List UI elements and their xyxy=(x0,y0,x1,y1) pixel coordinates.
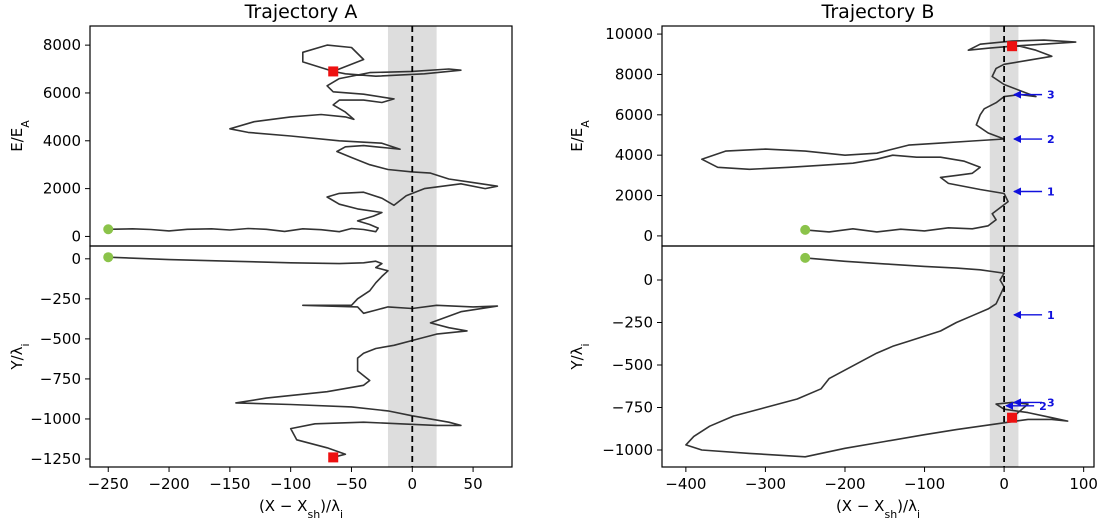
annotation-label: 3 xyxy=(1047,89,1055,102)
chart-title-b: Trajectory B xyxy=(821,1,935,23)
y-axis-label: E/EA xyxy=(568,120,592,152)
x-tick-label: 100 xyxy=(1069,475,1098,493)
start-marker xyxy=(800,252,811,263)
y-tick-label: 2000 xyxy=(43,180,81,198)
x-axis-label: (X − Xsh)/λi xyxy=(836,497,920,518)
y-tick-label: −250 xyxy=(40,290,81,308)
end-marker xyxy=(328,452,339,463)
annotation-arrow-2: 2 xyxy=(1005,400,1047,413)
start-marker xyxy=(103,224,114,235)
y-axis-label: E/EA xyxy=(8,120,32,152)
axes-frame xyxy=(89,245,513,468)
y-tick-label: −1250 xyxy=(30,450,81,468)
y-tick-label: −750 xyxy=(40,370,81,388)
panel-energy-a xyxy=(85,25,513,247)
end-marker xyxy=(1007,41,1018,52)
y-axis-label: Y/λi xyxy=(8,343,32,370)
x-tick-label: −100 xyxy=(270,475,311,493)
x-tick-label: −300 xyxy=(745,475,786,493)
axes-frame xyxy=(661,245,1095,468)
y-tick-label: −250 xyxy=(612,314,653,332)
y-tick-label: 0 xyxy=(643,227,653,245)
annotation-label: 1 xyxy=(1047,309,1055,322)
y-tick-label: −1000 xyxy=(30,410,81,428)
x-tick-label: 0 xyxy=(408,475,418,493)
x-tick-label: −200 xyxy=(148,475,189,493)
annotation-label: 2 xyxy=(1039,400,1047,413)
y-tick-label: −500 xyxy=(612,356,653,374)
end-marker xyxy=(328,66,339,77)
annotation-label: 1 xyxy=(1047,186,1055,199)
annotation-label: 3 xyxy=(1047,396,1055,409)
y-tick-label: 6000 xyxy=(43,84,81,102)
y-tick-label: 0 xyxy=(71,227,81,245)
annotation-arrow-1: 1 xyxy=(1013,309,1055,322)
y-tick-label: 8000 xyxy=(615,65,653,83)
y-tick-label: 0 xyxy=(71,250,81,268)
trajectory-line xyxy=(685,257,1069,458)
y-tick-label: −500 xyxy=(40,330,81,348)
y-tick-label: −1000 xyxy=(602,441,653,459)
x-tick-label: −150 xyxy=(209,475,250,493)
x-tick-label: −400 xyxy=(665,475,706,493)
y-tick-label: 6000 xyxy=(615,106,653,124)
end-marker xyxy=(1007,412,1018,423)
axes-frame xyxy=(661,25,1095,247)
y-tick-label: 8000 xyxy=(43,36,81,54)
trajectory-line xyxy=(108,44,499,233)
annotation-label: 2 xyxy=(1047,133,1055,146)
chart-title-a: Trajectory A xyxy=(244,1,358,23)
panel-energy-b xyxy=(657,25,1095,247)
x-tick-label: −250 xyxy=(88,475,129,493)
x-tick-label: −100 xyxy=(904,475,945,493)
start-marker xyxy=(800,224,811,235)
y-tick-label: −750 xyxy=(612,399,653,417)
y-tick-label: 0 xyxy=(643,271,653,289)
y-tick-label: 2000 xyxy=(615,187,653,205)
x-tick-label: 0 xyxy=(999,475,1009,493)
trajectory-line xyxy=(701,39,1077,233)
annotation-arrow-3: 3 xyxy=(1013,89,1055,102)
y-tick-label: 4000 xyxy=(615,146,653,164)
panel-y-position-a xyxy=(85,245,513,472)
annotation-arrow-1: 1 xyxy=(1013,186,1055,199)
x-tick-label: −200 xyxy=(824,475,865,493)
axes-frame xyxy=(89,25,513,247)
annotation-arrow-2: 2 xyxy=(1013,133,1055,146)
trajectory-line xyxy=(108,256,499,459)
y-tick-label: 10000 xyxy=(605,25,653,43)
x-tick-label: 50 xyxy=(464,475,483,493)
annotation-arrow-3: 3 xyxy=(1013,396,1055,409)
y-axis-label: Y/λi xyxy=(568,343,592,370)
x-axis-label: (X − Xsh)/λi xyxy=(259,497,343,518)
start-marker xyxy=(103,252,114,263)
y-tick-label: 4000 xyxy=(43,132,81,150)
x-tick-label: −50 xyxy=(336,475,368,493)
panel-y-position-b xyxy=(657,245,1095,472)
